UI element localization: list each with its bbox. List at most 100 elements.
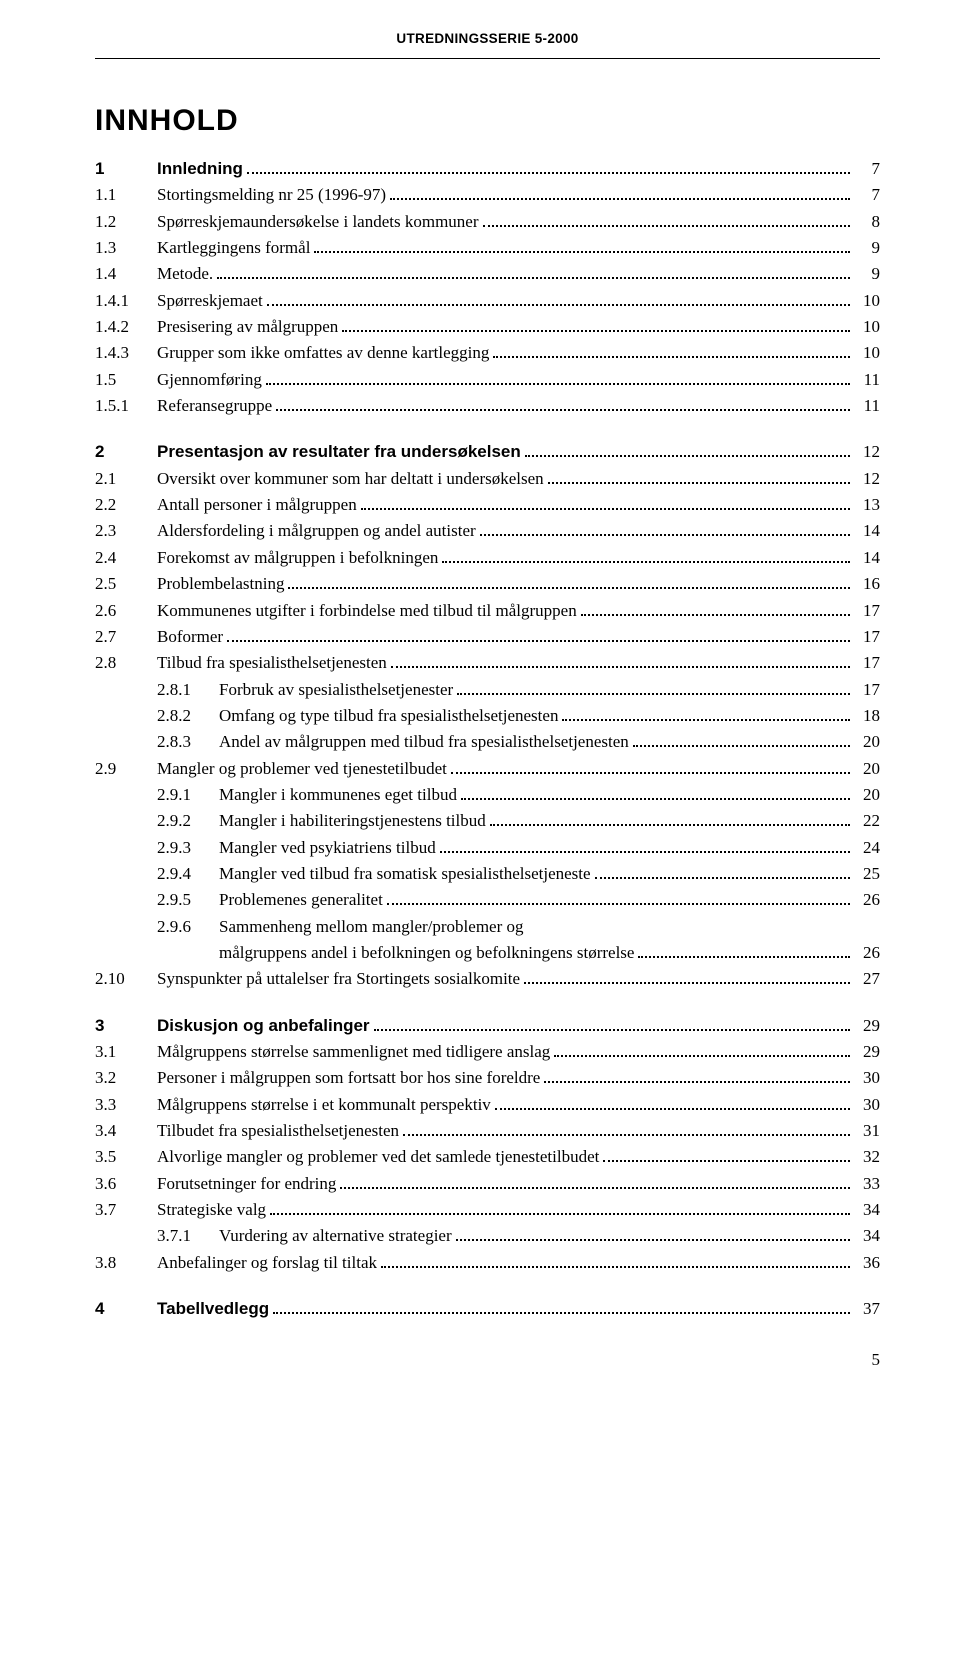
toc-page: 33	[854, 1171, 880, 1197]
toc-page: 30	[854, 1092, 880, 1118]
toc-page: 17	[854, 677, 880, 703]
toc-page: 34	[854, 1197, 880, 1223]
toc-leader	[387, 903, 850, 905]
toc-num: 3.4	[95, 1118, 157, 1144]
toc-label: Tilbud fra spesialisthelsetjenesten	[157, 650, 387, 676]
page-title: INNHOLD	[95, 104, 880, 138]
toc-row: 2.9.6Sammenheng mellom mangler/problemer…	[95, 914, 880, 940]
toc-num: 2.8.1	[95, 677, 219, 703]
toc-num: 3.1	[95, 1039, 157, 1065]
toc-row: 2.8.3Andel av målgruppen med tilbud fra …	[95, 729, 880, 755]
toc-row: 2.3Aldersfordeling i målgruppen og andel…	[95, 518, 880, 544]
toc-label: Aldersfordeling i målgruppen og andel au…	[157, 518, 476, 544]
toc-num: 3.6	[95, 1171, 157, 1197]
toc-page: 12	[854, 466, 880, 492]
toc-row: 1.4Metode.9	[95, 261, 880, 287]
toc-leader	[457, 693, 850, 695]
toc-label: Vurdering av alternative strategier	[219, 1223, 452, 1249]
toc-row: 2.8.1Forbruk av spesialisthelsetjenester…	[95, 677, 880, 703]
toc-row: 1.2Spørreskjemaundersøkelse i landets ko…	[95, 209, 880, 235]
toc-label: Mangler og problemer ved tjenestetilbude…	[157, 756, 447, 782]
toc-label: Anbefalinger og forslag til tiltak	[157, 1250, 377, 1276]
toc-leader	[270, 1213, 850, 1215]
toc-label: Tabellvedlegg	[157, 1296, 269, 1322]
toc-gap	[95, 419, 880, 439]
toc-num: 2.9.2	[95, 808, 219, 834]
toc-label: Problembelastning	[157, 571, 284, 597]
toc-label: Presentasjon av resultater fra undersøke…	[157, 439, 521, 465]
toc-leader	[603, 1160, 850, 1162]
toc-row: 1.4.2Presisering av målgruppen10	[95, 314, 880, 340]
toc-label: Antall personer i målgruppen	[157, 492, 357, 518]
toc-leader	[554, 1055, 850, 1057]
toc-label: Mangler i habiliteringstjenestens tilbud	[219, 808, 486, 834]
toc-leader	[456, 1239, 850, 1241]
toc-num: 2.9.6	[95, 914, 219, 940]
toc-page: 11	[854, 393, 880, 419]
toc-label: Synspunkter på uttalelser fra Stortinget…	[157, 966, 520, 992]
toc-row: 3.5Alvorlige mangler og problemer ved de…	[95, 1144, 880, 1170]
toc-leader	[480, 534, 850, 536]
toc-row: 3Diskusjon og anbefalinger29	[95, 1013, 880, 1039]
toc-label: Mangler ved tilbud fra somatisk spesiali…	[219, 861, 591, 887]
toc-row: 2.9Mangler og problemer ved tjenestetilb…	[95, 756, 880, 782]
toc-leader	[581, 614, 850, 616]
toc-row: 1.3Kartleggingens formål9	[95, 235, 880, 261]
toc-page: 25	[854, 861, 880, 887]
toc-num: 2.2	[95, 492, 157, 518]
table-of-contents: 1Innledning71.1Stortingsmelding nr 25 (1…	[95, 156, 880, 1322]
toc-row: 3.7.1Vurdering av alternative strategier…	[95, 1223, 880, 1249]
toc-leader	[266, 383, 850, 385]
toc-leader	[451, 772, 850, 774]
toc-row: 2.7Boformer17	[95, 624, 880, 650]
toc-leader	[217, 277, 850, 279]
toc-leader	[381, 1266, 850, 1268]
toc-leader	[276, 409, 850, 411]
toc-page: 37	[854, 1296, 880, 1322]
toc-leader	[461, 798, 850, 800]
toc-page: 11	[854, 367, 880, 393]
toc-page: 10	[854, 340, 880, 366]
toc-row: 2.2Antall personer i målgruppen13	[95, 492, 880, 518]
toc-label: Referansegruppe	[157, 393, 272, 419]
toc-row: 1.5.1Referansegruppe11	[95, 393, 880, 419]
toc-leader	[374, 1029, 850, 1031]
toc-leader	[340, 1187, 850, 1189]
toc-num: 3.7	[95, 1197, 157, 1223]
toc-page: 9	[854, 235, 880, 261]
toc-row: 1.5Gjennomføring11	[95, 367, 880, 393]
toc-leader	[490, 824, 850, 826]
toc-label: Målgruppens størrelse i et kommunalt per…	[157, 1092, 491, 1118]
toc-row: 2.9.5Problemenes generalitet26	[95, 887, 880, 913]
toc-leader	[638, 956, 850, 958]
toc-leader	[361, 508, 850, 510]
toc-leader	[314, 251, 850, 253]
toc-row: 2.8Tilbud fra spesialisthelsetjenesten17	[95, 650, 880, 676]
toc-label: Mangler ved psykiatriens tilbud	[219, 835, 436, 861]
toc-label: Målgruppens størrelse sammenlignet med t…	[157, 1039, 550, 1065]
toc-label: Spørreskjemaet	[157, 288, 263, 314]
toc-page: 20	[854, 782, 880, 808]
toc-row: 3.6Forutsetninger for endring33	[95, 1171, 880, 1197]
toc-label: Mangler i kommunenes eget tilbud	[219, 782, 457, 808]
toc-num: 2.8	[95, 650, 157, 676]
toc-num: 3.3	[95, 1092, 157, 1118]
toc-row: 1.4.3Grupper som ikke omfattes av denne …	[95, 340, 880, 366]
toc-row: 1Innledning7	[95, 156, 880, 182]
toc-label: Oversikt over kommuner som har deltatt i…	[157, 466, 544, 492]
toc-num: 1.2	[95, 209, 157, 235]
toc-page: 14	[854, 518, 880, 544]
toc-page: 8	[854, 209, 880, 235]
toc-page: 10	[854, 288, 880, 314]
toc-label: målgruppens andel i befolkningen og befo…	[219, 940, 634, 966]
toc-leader	[267, 304, 850, 306]
toc-page: 17	[854, 624, 880, 650]
toc-row: 2.10Synspunkter på uttalelser fra Storti…	[95, 966, 880, 992]
toc-label: Strategiske valg	[157, 1197, 266, 1223]
toc-gap	[95, 1276, 880, 1296]
toc-leader	[227, 640, 850, 642]
toc-row: 2.8.2Omfang og type tilbud fra spesialis…	[95, 703, 880, 729]
toc-num: 1.4	[95, 261, 157, 287]
running-header-text: UTREDNINGSSERIE 5-2000	[396, 31, 578, 46]
toc-label: Stortingsmelding nr 25 (1996-97)	[157, 182, 386, 208]
